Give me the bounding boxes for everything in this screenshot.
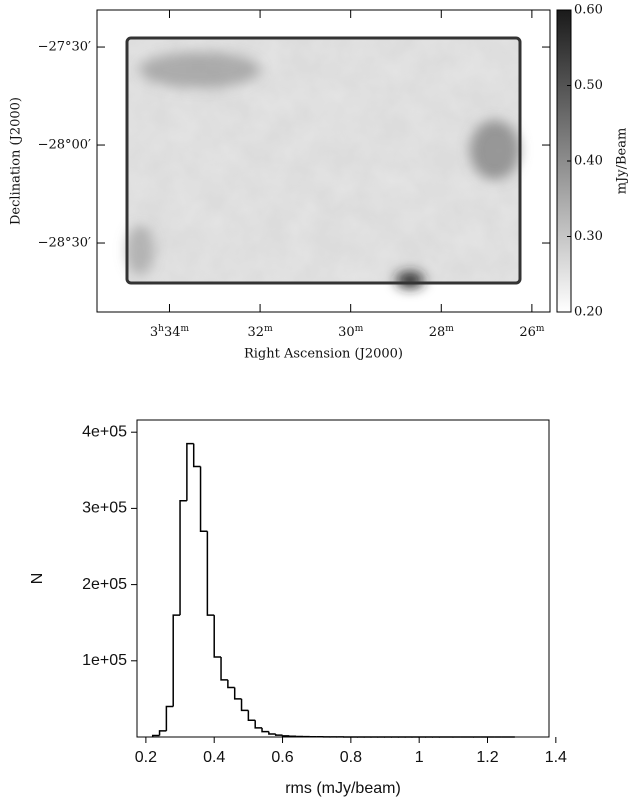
histogram-step: [192, 443, 201, 468]
histogram-step: [274, 733, 283, 736]
y-tick-label: 2e+05: [82, 576, 127, 593]
y-tick-label: −28°00′: [38, 138, 91, 153]
histogram-step: [172, 614, 181, 707]
colorbar-tick-label: 0.40: [574, 154, 603, 169]
colorbar-label: mJy/Beam: [615, 128, 630, 195]
histogram-step: [220, 656, 228, 681]
y-axis-label: N: [29, 573, 46, 585]
colorbar-tick-label: 0.30: [574, 229, 603, 244]
x-tick-label: 32m: [248, 324, 274, 339]
histogram-step: [227, 679, 235, 689]
x-tick-label: 1.4: [545, 749, 567, 766]
histogram-step: [261, 727, 269, 733]
x-tick-label: 1.2: [476, 749, 498, 766]
histogram-step: [179, 500, 187, 616]
map-features: [126, 52, 520, 288]
histogram-step: [199, 466, 208, 533]
y-tick-label: −28°30′: [38, 236, 91, 251]
map-texture: [127, 38, 520, 283]
y-tick-label: 1e+05: [82, 652, 127, 669]
histogram-step: [281, 735, 290, 737]
histogram-step: [165, 705, 174, 731]
x-tick-label: 0.8: [340, 749, 362, 766]
y-tick-label: 4e+05: [82, 423, 127, 440]
histogram-step: [247, 710, 256, 721]
x-tick-label: 1: [415, 749, 424, 766]
histogram-step: [233, 687, 242, 700]
histogram-step: [213, 615, 222, 658]
x-tick-label: 28m: [429, 324, 455, 339]
y-axis-label: Declination (J2000): [9, 97, 24, 225]
histogram-step: [158, 730, 167, 736]
histogram-step: [268, 731, 276, 735]
x-tick-label: 3h34m: [150, 324, 190, 339]
x-axis-label: Right Ascension (J2000): [244, 347, 403, 362]
colorbar-tick-label: 0.20: [574, 305, 603, 320]
histogram-step: [206, 531, 215, 616]
x-axis-label: rms (mJy/beam): [285, 780, 401, 797]
histogram-step: [254, 720, 263, 729]
y-tick-label: 3e+05: [82, 500, 127, 517]
x-tick-label: 0.4: [203, 749, 225, 766]
plot-frame: [96, 9, 551, 313]
histogram-step: [240, 698, 249, 712]
histogram-step: [151, 734, 160, 737]
histogram-step: [186, 442, 194, 501]
sky-map: [125, 36, 522, 288]
plot-frame: [136, 419, 550, 738]
x-tick-label: 0.6: [271, 749, 293, 766]
colorbar-tick-label: 0.50: [574, 78, 603, 93]
x-tick-label: 26m: [519, 324, 545, 339]
x-tick-label: 0.2: [135, 749, 157, 766]
colorbar-tick-label: 0.60: [574, 3, 603, 18]
x-tick-label: 30m: [338, 324, 364, 339]
y-tick-label: −27°30′: [38, 40, 91, 55]
map-edge: [125, 36, 522, 285]
